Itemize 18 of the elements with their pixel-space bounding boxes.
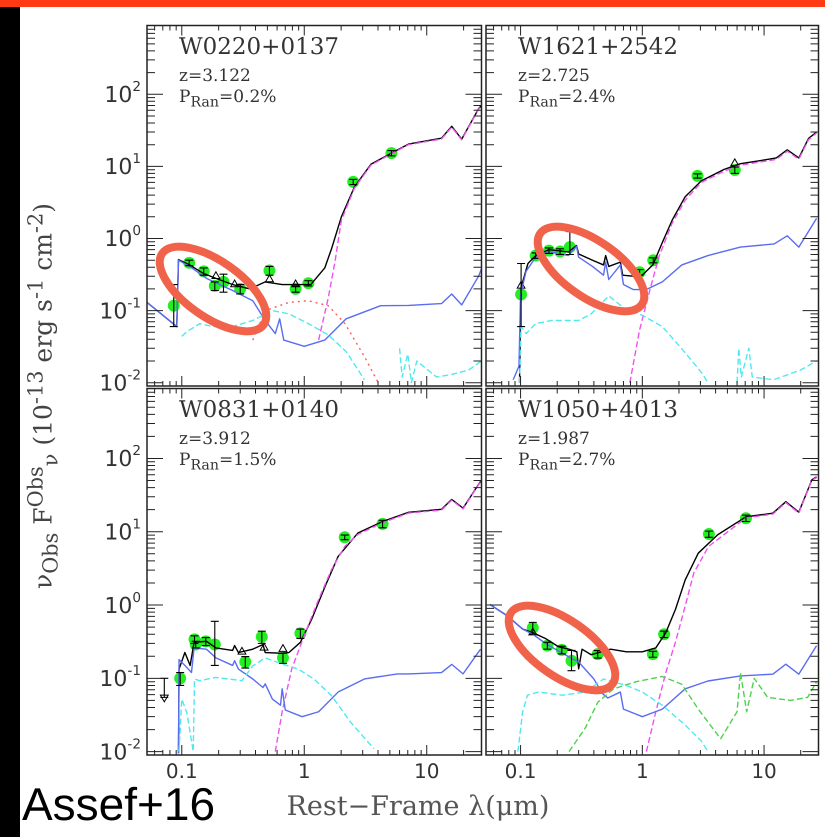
chart-title: W0220+0137 bbox=[179, 33, 339, 62]
annotation: P$_{Ran}$=0.2% bbox=[179, 87, 278, 112]
chart-title: W0831+0140 bbox=[179, 396, 339, 425]
annotation: P$_{Ran}$=1.5% bbox=[179, 450, 278, 476]
x-tick-label: 1 bbox=[636, 759, 649, 784]
annotation: P$_{Ran}$=2.7% bbox=[518, 450, 616, 476]
annotation: P$_{Ran}$=2.4% bbox=[518, 87, 616, 112]
chart-title: W1050+4013 bbox=[518, 396, 678, 425]
annotation: z=1.987 bbox=[518, 428, 591, 450]
chart-title: W1621+2542 bbox=[518, 33, 678, 62]
x-tick-label: 1 bbox=[298, 759, 311, 784]
x-axis-title: Rest−Frame λ(μm) bbox=[286, 791, 550, 822]
x-tick-label: 0.1 bbox=[504, 759, 536, 784]
x-tick-label: 10 bbox=[414, 759, 440, 784]
annotation: z=3.122 bbox=[179, 66, 252, 87]
x-tick-label: 10 bbox=[751, 759, 777, 784]
annotation: z=3.912 bbox=[179, 428, 252, 450]
annotation: z=2.725 bbox=[518, 66, 591, 87]
